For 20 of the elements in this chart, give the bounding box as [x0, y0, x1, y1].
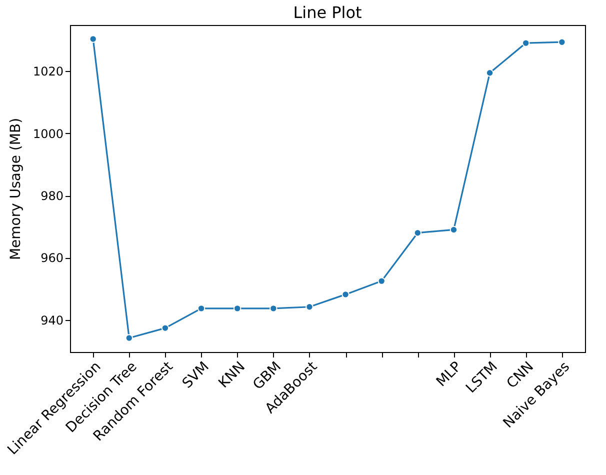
point	[125, 334, 133, 342]
point	[89, 35, 97, 43]
chart-title: Line Plot	[293, 3, 362, 22]
y-tick-label: 1000	[32, 126, 64, 141]
point	[270, 304, 278, 312]
y-tick-label: 980	[40, 189, 64, 203]
point	[450, 226, 458, 234]
point	[558, 38, 566, 46]
y-tick-label: 1020	[32, 64, 64, 79]
y-axis-title: Memory Usage (MB)	[8, 118, 24, 260]
point	[306, 303, 314, 311]
point	[522, 39, 530, 47]
point	[161, 324, 170, 332]
point	[486, 69, 494, 77]
y-tick-label: 940	[40, 313, 64, 328]
point	[342, 290, 350, 298]
y-tick-label: 960	[40, 251, 64, 266]
point	[378, 277, 386, 285]
point	[197, 304, 206, 312]
point	[233, 304, 242, 312]
